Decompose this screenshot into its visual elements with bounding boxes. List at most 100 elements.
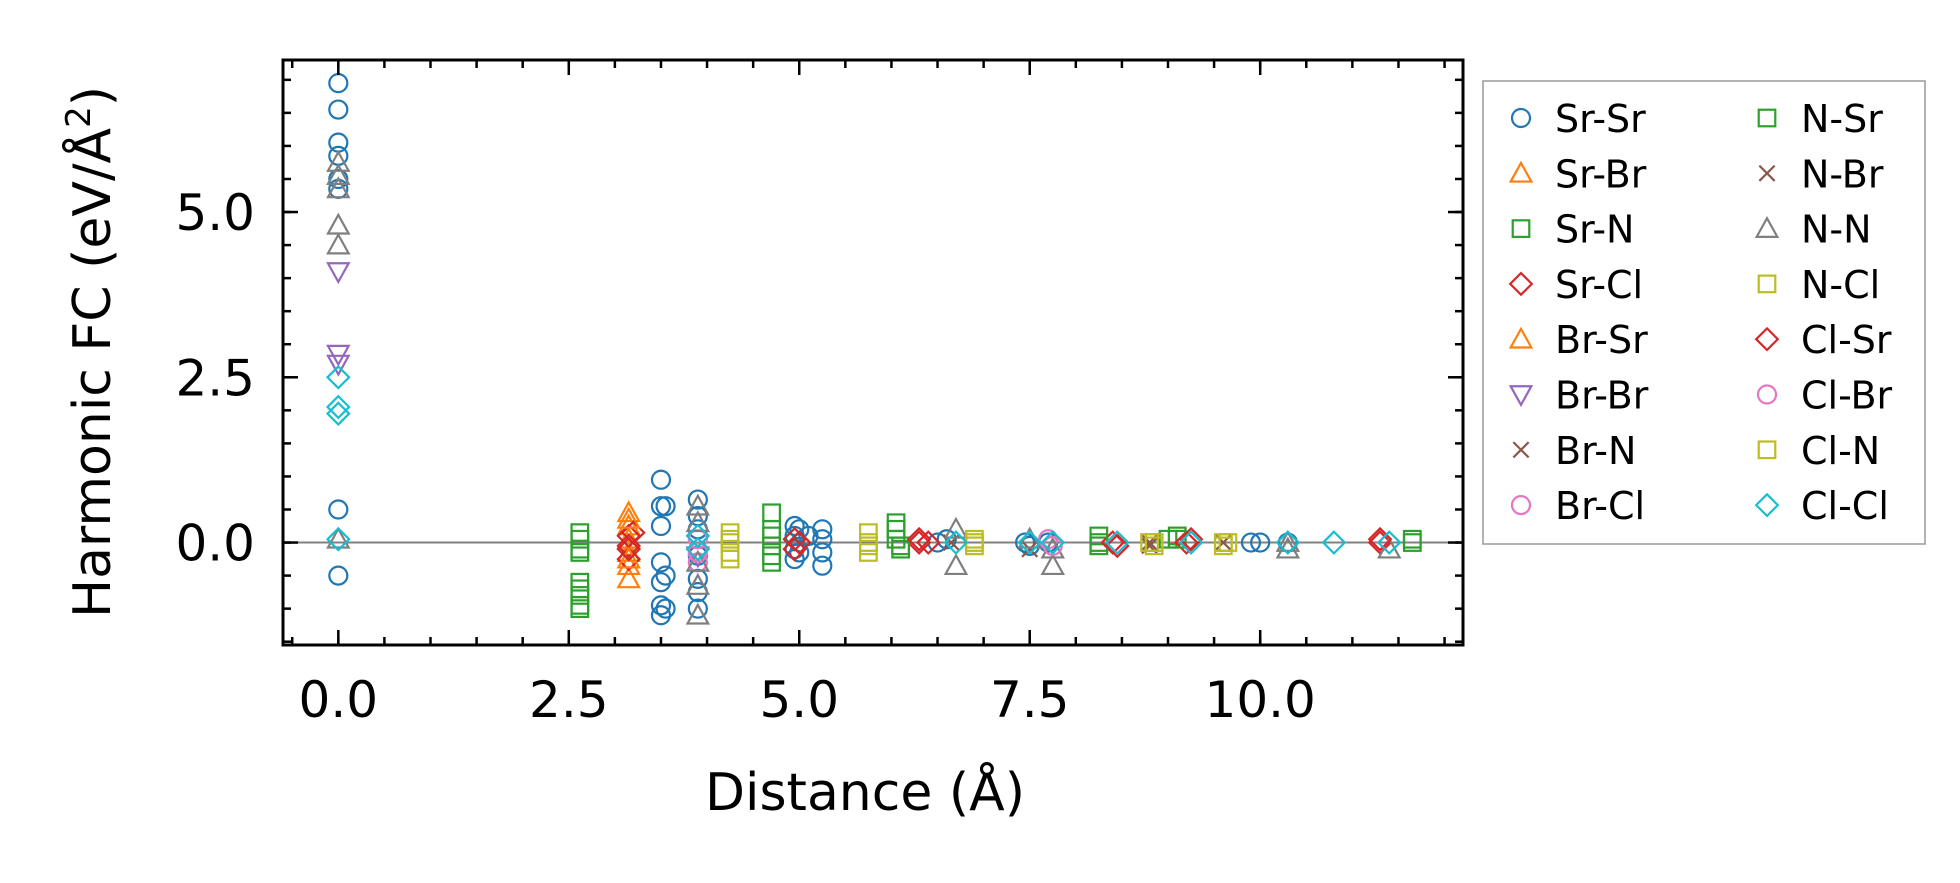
legend-label: Br-N — [1555, 429, 1636, 473]
x-axis-label: Distance (Å) — [705, 761, 1025, 823]
data-point-cl-n — [1144, 533, 1164, 552]
data-point-br-sr — [616, 546, 641, 569]
plot-frame — [281, 58, 1465, 647]
legend-label: Cl-N — [1801, 429, 1880, 473]
series-sr-cl — [616, 520, 1393, 572]
data-point-sr-br — [616, 566, 641, 589]
legend-item-n-cl: N-Cl — [1757, 263, 1880, 307]
data-point-cl-sr — [616, 536, 642, 562]
data-point-sr-sr — [655, 565, 676, 586]
data-point-sr-n — [762, 503, 781, 523]
data-point-n-sr — [570, 543, 590, 562]
data-point-sr-sr — [650, 552, 672, 573]
data-point-n-cl — [1213, 536, 1233, 556]
legend-label: Br-Sr — [1555, 318, 1648, 362]
data-point-cl-n — [859, 536, 878, 556]
data-point-cl-n — [720, 529, 740, 549]
legend-marker-n-br — [1758, 164, 1776, 182]
data-point-n-sr — [886, 519, 906, 539]
data-point-n-cl — [859, 523, 878, 543]
data-point-n-n — [685, 602, 711, 625]
y-tick-label: 5.0 — [175, 184, 255, 242]
legend-marker-br-sr — [1508, 326, 1534, 349]
legend-item-br-n: Br-N — [1512, 429, 1636, 473]
data-point-n-cl — [859, 543, 878, 562]
data-point-n-n — [326, 212, 351, 235]
data-point-sr-sr — [687, 598, 708, 619]
data-point-cl-cl — [943, 530, 969, 555]
legend-label: Cl-Br — [1801, 374, 1893, 418]
data-point-sr-sr — [328, 499, 349, 520]
legend-marker-sr-br — [1508, 160, 1534, 183]
legend-marker-cl-br — [1756, 384, 1778, 405]
data-point-sr-sr — [328, 99, 349, 120]
data-point-sr-sr — [655, 598, 676, 619]
x-tick-label: 2.5 — [529, 671, 609, 729]
data-point-cl-sr — [1104, 533, 1130, 559]
data-point-cl-cl — [1040, 530, 1066, 555]
data-points-layer — [325, 73, 1422, 626]
data-point-sr-cl — [915, 530, 941, 555]
data-point-n-n — [943, 516, 969, 539]
data-point-cl-cl — [1321, 530, 1347, 555]
data-point-cl-cl — [1178, 530, 1204, 555]
legend-marker-n-cl — [1757, 274, 1777, 294]
data-point-sr-sr — [650, 595, 672, 616]
data-point-n-sr — [891, 536, 911, 556]
legend-item-sr-sr: Sr-Sr — [1510, 97, 1646, 141]
series-br-sr — [616, 506, 641, 569]
legend-label: N-Br — [1801, 152, 1884, 196]
data-point-sr-n — [570, 523, 590, 543]
legend-label: Br-Br — [1555, 374, 1649, 418]
legend-item-sr-n: Sr-N — [1511, 208, 1634, 252]
y-axis-label-superscript: 2 — [59, 106, 99, 128]
series-br-br — [326, 262, 711, 569]
data-point-n-n — [326, 232, 351, 255]
data-point-sr-sr — [687, 489, 708, 510]
legend-box — [1482, 80, 1926, 545]
data-point-br-br — [326, 354, 351, 377]
data-point-sr-sr — [812, 529, 833, 550]
legend-label: Sr-Sr — [1555, 97, 1646, 141]
data-point-n-n — [685, 510, 711, 533]
data-point-n-cl — [720, 523, 740, 543]
data-point-n-sr — [570, 579, 590, 599]
legend-item-n-sr: N-Sr — [1757, 97, 1883, 141]
data-point-n-sr — [570, 595, 590, 615]
x-tick-label: 5.0 — [759, 671, 839, 729]
legend-label: N-N — [1801, 208, 1872, 252]
x-tick-label: 10.0 — [1205, 671, 1316, 729]
legend-marker-sr-n — [1511, 219, 1531, 238]
x-tick-label: 0.0 — [299, 671, 379, 729]
data-point-cl-n — [1218, 533, 1238, 552]
legend-marker-cl-sr — [1754, 326, 1780, 352]
data-point-cl-cl — [1275, 530, 1301, 555]
data-point-n-n — [685, 549, 711, 572]
y-axis-label: Harmonic FC (eV/Å2) — [59, 86, 123, 618]
y-tick-label: 2.5 — [175, 349, 255, 407]
data-point-sr-sr — [650, 515, 672, 537]
data-point-sr-sr — [1250, 532, 1271, 553]
data-point-n-sr — [762, 546, 781, 566]
legend-marker-sr-cl — [1508, 271, 1534, 297]
data-point-sr-sr — [655, 496, 676, 517]
legend-marker-cl-cl — [1754, 492, 1780, 518]
data-point-cl-cl — [1104, 530, 1130, 555]
legend-label: N-Cl — [1801, 263, 1880, 307]
legend-marker-cl-n — [1757, 440, 1777, 460]
legend-label: Cl-Cl — [1801, 484, 1889, 528]
data-point-sr-sr — [650, 496, 672, 517]
legend-item-n-br: N-Br — [1758, 152, 1884, 196]
data-point-sr-sr — [1240, 532, 1262, 553]
legend-item-sr-cl: Sr-Cl — [1508, 263, 1643, 307]
series-n-n — [326, 149, 1402, 625]
data-point-n-br — [1021, 540, 1039, 558]
data-point-sr-sr — [1015, 532, 1036, 553]
data-point-n-sr — [1402, 533, 1422, 552]
legend-item-br-sr: Br-Sr — [1508, 318, 1648, 362]
legend-item-br-br: Br-Br — [1508, 374, 1649, 418]
legend: Sr-Sr Sr-Br Sr-N Sr-Cl Br-Sr Br-Br Br-N Br-Cl N-… — [1482, 80, 1926, 545]
data-point-sr-sr — [812, 542, 833, 563]
legend-label: Sr-Cl — [1555, 263, 1643, 307]
